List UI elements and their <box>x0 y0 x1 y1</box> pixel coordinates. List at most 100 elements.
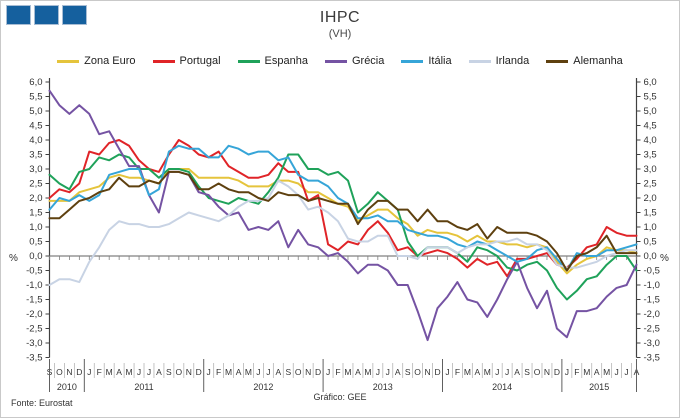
svg-text:J: J <box>445 367 449 377</box>
svg-text:-1,0: -1,0 <box>644 280 660 291</box>
svg-text:M: M <box>484 367 491 377</box>
legend-label: Itália <box>428 55 452 67</box>
svg-text:F: F <box>216 367 221 377</box>
y-axis-unit-left: % <box>9 253 18 264</box>
year-label-2015: 2015 <box>589 382 609 392</box>
svg-text:D: D <box>434 367 440 377</box>
credit-note: Gráfico: GEE <box>313 392 367 402</box>
svg-text:D: D <box>554 367 560 377</box>
svg-text:J: J <box>207 367 211 377</box>
svg-text:-3,0: -3,0 <box>26 338 42 349</box>
svg-text:F: F <box>97 367 102 377</box>
svg-text:F: F <box>335 367 340 377</box>
svg-text:-2,5: -2,5 <box>26 324 42 335</box>
y-axes: 6,0 6,0 5,5 5,5 5,0 5,0 4,5 4,5 4,0 4,0 3,5 3,5 3,0 3… <box>26 77 660 364</box>
legend-item-grecia: Grécia <box>324 55 385 67</box>
svg-text:2,5: 2,5 <box>644 179 657 190</box>
svg-text:N: N <box>305 367 311 377</box>
svg-text:-1,5: -1,5 <box>644 295 660 306</box>
svg-text:6,0: 6,0 <box>29 77 42 88</box>
svg-text:A: A <box>474 367 480 377</box>
legend-swatch <box>468 59 491 63</box>
legend-label: Grécia <box>351 55 385 67</box>
svg-text:N: N <box>186 367 192 377</box>
svg-text:F: F <box>574 367 579 377</box>
svg-text:1,5: 1,5 <box>644 208 657 219</box>
svg-text:5,0: 5,0 <box>644 106 657 117</box>
svg-text:J: J <box>137 367 141 377</box>
svg-text:A: A <box>236 367 242 377</box>
svg-text:J: J <box>376 367 380 377</box>
svg-text:O: O <box>176 367 183 377</box>
legend-swatch <box>57 59 80 63</box>
svg-text:M: M <box>225 367 232 377</box>
svg-text:S: S <box>166 367 172 377</box>
svg-text:-0,5: -0,5 <box>644 266 660 277</box>
svg-text:J: J <box>147 367 151 377</box>
svg-text:O: O <box>56 367 63 377</box>
svg-text:M: M <box>245 367 252 377</box>
series-line-alemanha <box>48 170 638 272</box>
year-label-2012: 2012 <box>253 382 273 392</box>
svg-text:-3,5: -3,5 <box>26 353 42 364</box>
svg-text:A: A <box>514 367 520 377</box>
svg-text:A: A <box>594 367 600 377</box>
svg-text:J: J <box>565 367 569 377</box>
svg-text:S: S <box>405 367 411 377</box>
svg-text:J: J <box>326 367 330 377</box>
svg-text:O: O <box>534 367 541 377</box>
legend-item-espanha: Espanha <box>237 55 308 67</box>
svg-text:A: A <box>275 367 281 377</box>
svg-text:5,5: 5,5 <box>644 92 657 103</box>
svg-text:S: S <box>524 367 530 377</box>
svg-text:M: M <box>583 367 590 377</box>
legend-item-alemanha: Alemanha <box>546 55 623 67</box>
svg-text:6,0: 6,0 <box>644 77 657 88</box>
svg-text:-2,5: -2,5 <box>644 324 660 335</box>
svg-text:5,0: 5,0 <box>29 106 42 117</box>
legend-swatch <box>324 59 347 63</box>
svg-text:-1,5: -1,5 <box>26 295 42 306</box>
svg-text:0,5: 0,5 <box>29 237 42 248</box>
svg-text:J: J <box>505 367 509 377</box>
svg-text:M: M <box>603 367 610 377</box>
svg-text:-3,5: -3,5 <box>644 353 660 364</box>
logo-square <box>34 5 59 25</box>
series-line-portugal <box>48 139 638 278</box>
svg-text:N: N <box>66 367 72 377</box>
svg-text:M: M <box>364 367 371 377</box>
svg-text:N: N <box>424 367 430 377</box>
legend-swatch <box>546 59 569 63</box>
svg-text:-2,0: -2,0 <box>26 309 42 320</box>
svg-text:M: M <box>126 367 133 377</box>
year-label-2013: 2013 <box>373 382 393 392</box>
series-line-irlanda <box>48 179 638 286</box>
logo-square <box>6 5 31 25</box>
legend-label: Zona Euro <box>84 55 136 67</box>
svg-text:-0,5: -0,5 <box>26 266 42 277</box>
series-line-italia <box>48 144 638 272</box>
svg-text:4,5: 4,5 <box>29 121 42 132</box>
svg-text:D: D <box>196 367 202 377</box>
svg-text:A: A <box>116 367 122 377</box>
svg-text:O: O <box>295 367 302 377</box>
svg-text:-3,0: -3,0 <box>644 338 660 349</box>
legend-item-italia: Itália <box>401 55 452 67</box>
legend-item-portugal: Portugal <box>152 55 221 67</box>
svg-text:M: M <box>464 367 471 377</box>
svg-text:-1,0: -1,0 <box>26 280 42 291</box>
svg-text:3,5: 3,5 <box>29 150 42 161</box>
svg-text:J: J <box>614 367 618 377</box>
legend: Zona Euro Portugal Espanha Grécia Itália Irla… <box>1 55 679 67</box>
chart-title: IHPC <box>319 9 361 26</box>
svg-text:5,5: 5,5 <box>29 92 42 103</box>
legend-label: Irlanda <box>495 55 530 67</box>
svg-text:S: S <box>285 367 291 377</box>
svg-text:N: N <box>544 367 550 377</box>
legend-label: Espanha <box>264 55 308 67</box>
legend-swatch <box>237 59 260 63</box>
svg-text:1,0: 1,0 <box>644 222 657 233</box>
legend-swatch <box>401 59 424 63</box>
year-label-2014: 2014 <box>492 382 512 392</box>
